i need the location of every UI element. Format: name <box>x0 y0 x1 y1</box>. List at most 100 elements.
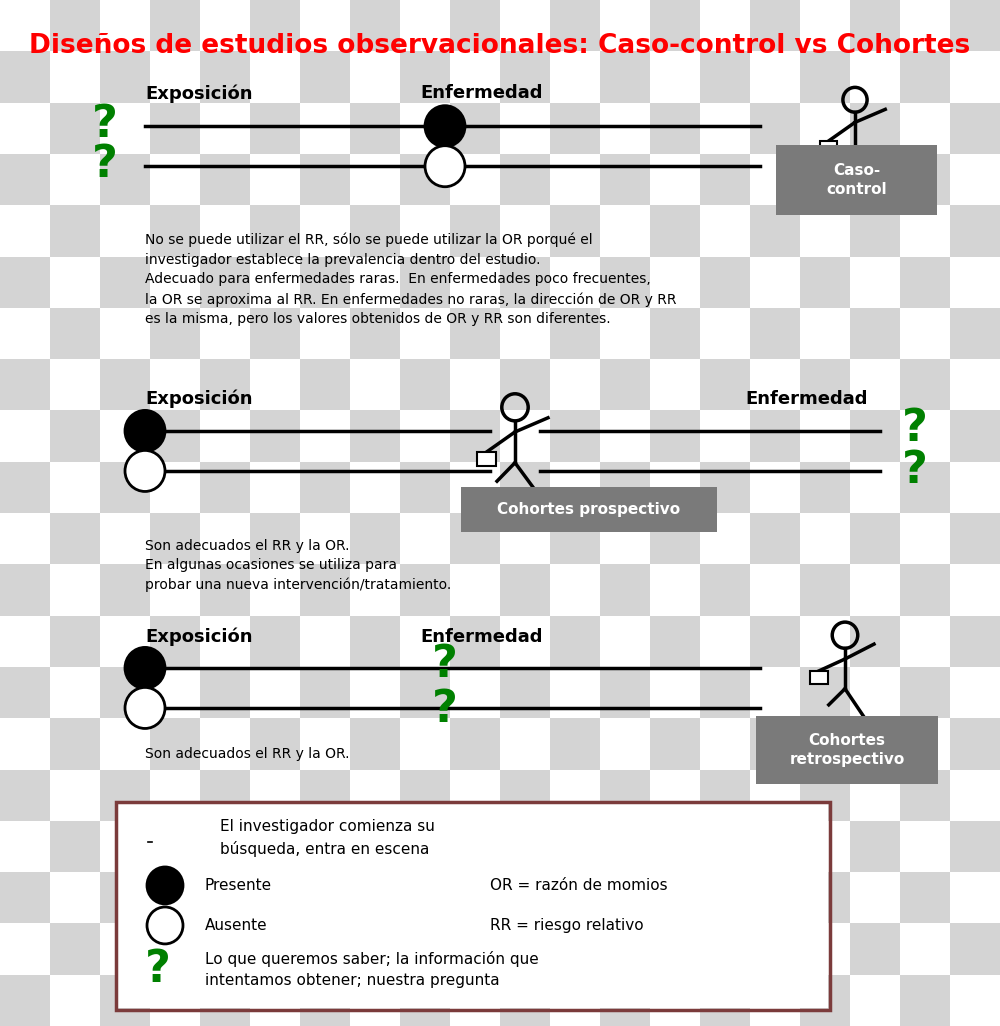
Bar <box>900 256 950 308</box>
Bar <box>600 359 650 410</box>
Bar <box>500 51 550 103</box>
Bar <box>450 462 500 513</box>
Bar <box>500 0 550 51</box>
Bar <box>850 821 900 872</box>
Bar <box>810 671 828 684</box>
Bar <box>250 205 300 256</box>
Bar <box>200 872 250 923</box>
Circle shape <box>425 146 465 187</box>
Bar <box>650 308 700 359</box>
Bar <box>400 718 450 770</box>
Bar <box>800 667 850 718</box>
Bar <box>600 564 650 616</box>
Bar <box>800 0 850 51</box>
Bar <box>500 513 550 564</box>
Bar <box>700 872 750 923</box>
Bar <box>400 462 450 513</box>
Bar <box>450 616 500 667</box>
Bar <box>250 308 300 359</box>
Bar <box>500 205 550 256</box>
Bar <box>850 462 900 513</box>
Bar <box>550 103 600 154</box>
Bar <box>750 359 800 410</box>
Bar <box>150 513 200 564</box>
Bar <box>250 770 300 821</box>
Bar <box>900 513 950 564</box>
Bar <box>450 975 500 1026</box>
Text: Ausente: Ausente <box>205 918 268 933</box>
Text: ?: ? <box>145 948 171 991</box>
Bar <box>950 462 1000 513</box>
Bar <box>400 410 450 462</box>
Bar <box>150 256 200 308</box>
Bar <box>750 821 800 872</box>
Bar <box>118 804 828 1008</box>
Bar <box>0 359 50 410</box>
Text: Diseños de estudios observacionales: Caso-control vs Cohortes: Diseños de estudios observacionales: Cas… <box>29 33 971 58</box>
Circle shape <box>125 450 165 491</box>
Bar <box>900 0 950 51</box>
Bar <box>650 616 700 667</box>
Bar <box>150 0 200 51</box>
Bar <box>950 359 1000 410</box>
Bar <box>950 51 1000 103</box>
Bar <box>700 410 750 462</box>
Bar <box>100 564 150 616</box>
Bar <box>950 564 1000 616</box>
Bar <box>600 872 650 923</box>
Bar <box>650 770 700 821</box>
Bar <box>50 103 100 154</box>
Text: OR = razón de momios: OR = razón de momios <box>490 878 668 893</box>
Bar <box>450 308 500 359</box>
Bar <box>350 718 400 770</box>
Bar <box>100 718 150 770</box>
Circle shape <box>147 907 183 944</box>
Bar <box>0 667 50 718</box>
Bar <box>350 0 400 51</box>
Bar <box>900 359 950 410</box>
Bar <box>0 462 50 513</box>
Bar <box>950 616 1000 667</box>
Bar <box>50 154 100 205</box>
Text: Lo que queremos saber; la información que
intentamos obtener; nuestra pregunta: Lo que queremos saber; la información qu… <box>205 951 539 988</box>
Bar <box>950 103 1000 154</box>
Bar <box>550 821 600 872</box>
Bar <box>800 462 850 513</box>
Bar <box>600 308 650 359</box>
Bar <box>650 821 700 872</box>
Bar <box>650 564 700 616</box>
Bar <box>100 0 150 51</box>
Bar <box>800 51 850 103</box>
Bar <box>800 256 850 308</box>
Bar <box>900 821 950 872</box>
Bar <box>200 462 250 513</box>
Bar <box>450 923 500 975</box>
Bar <box>500 718 550 770</box>
Bar <box>0 923 50 975</box>
Bar <box>250 0 300 51</box>
Bar <box>600 256 650 308</box>
Bar <box>300 616 350 667</box>
Bar <box>800 770 850 821</box>
Bar <box>400 205 450 256</box>
Bar <box>950 205 1000 256</box>
Bar <box>500 770 550 821</box>
Bar <box>150 462 200 513</box>
Text: Son adecuados el RR y la OR.: Son adecuados el RR y la OR. <box>145 747 350 761</box>
Bar <box>350 923 400 975</box>
Bar <box>350 256 400 308</box>
Bar <box>650 462 700 513</box>
Bar <box>400 51 450 103</box>
Bar <box>150 616 200 667</box>
Bar <box>50 821 100 872</box>
Bar <box>900 975 950 1026</box>
Bar <box>550 154 600 205</box>
Bar <box>350 821 400 872</box>
Bar <box>300 872 350 923</box>
Bar <box>477 452 496 466</box>
Bar <box>144 842 156 851</box>
Bar <box>700 154 750 205</box>
Bar <box>50 359 100 410</box>
Bar <box>700 0 750 51</box>
Bar <box>200 103 250 154</box>
